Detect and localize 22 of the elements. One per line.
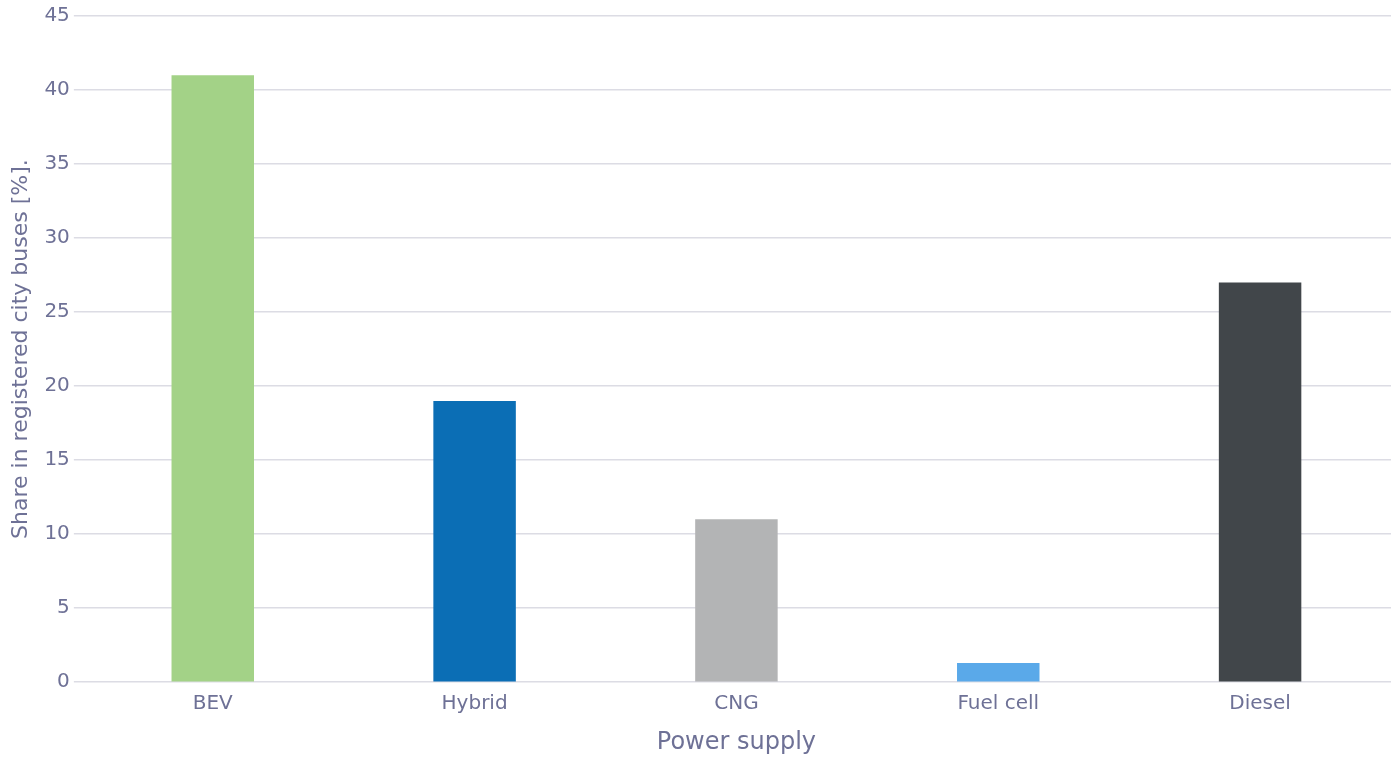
bar [957, 662, 1040, 682]
bar [433, 400, 516, 682]
y-tick-label: 10 [44, 520, 70, 545]
y-tick-label: 0 [57, 668, 70, 693]
bar [171, 75, 254, 682]
x-tick-label: CNG [714, 690, 759, 715]
x-tick-label: Hybrid [441, 690, 508, 715]
y-tick-label: 25 [44, 298, 70, 323]
y-tick-label: 45 [44, 2, 70, 27]
bar [1218, 282, 1302, 682]
y-tick-label: 20 [44, 372, 70, 397]
x-tick-label: Fuel cell [957, 690, 1040, 715]
y-tick-label: 15 [44, 446, 70, 471]
y-tick-label: 30 [44, 224, 70, 249]
y-axis-title: Share in registered city buses [%]. [6, 159, 32, 539]
bar [695, 519, 778, 682]
x-tick-label: BEV [192, 690, 234, 715]
x-axis-title: Power supply [656, 726, 817, 755]
y-tick-label: 40 [44, 76, 70, 101]
y-tick-label: 35 [44, 150, 70, 175]
y-tick-label: 5 [57, 594, 70, 619]
x-tick-label: Diesel [1229, 690, 1291, 715]
